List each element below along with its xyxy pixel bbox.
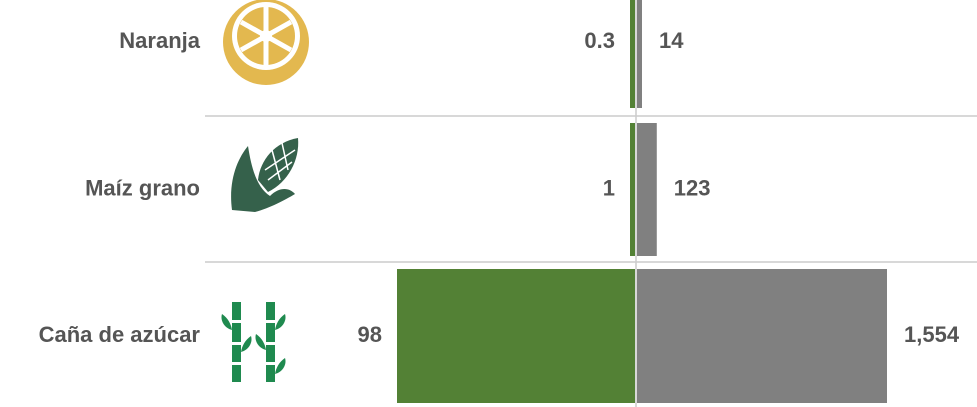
category-label: Maíz grano (85, 175, 200, 200)
sugarcane-icon (221, 302, 286, 382)
value-label-left: 1 (603, 175, 615, 200)
bar-right (637, 123, 657, 256)
category-label: Naranja (119, 28, 200, 53)
value-label-left: 0.3 (584, 28, 615, 53)
value-label-right: 14 (659, 28, 684, 53)
orange-icon (223, 0, 309, 85)
bar-right (637, 269, 887, 403)
category-label: Caña de azúcar (39, 322, 201, 347)
value-label-right: 1,554 (904, 322, 960, 347)
icons (221, 0, 309, 382)
bar-left (397, 269, 635, 403)
value-label-left: 98 (358, 322, 382, 347)
bar-right (637, 0, 642, 108)
value-label-right: 123 (674, 175, 711, 200)
corn-icon (231, 138, 299, 212)
bar-left (630, 0, 635, 108)
bar-left (630, 123, 635, 256)
